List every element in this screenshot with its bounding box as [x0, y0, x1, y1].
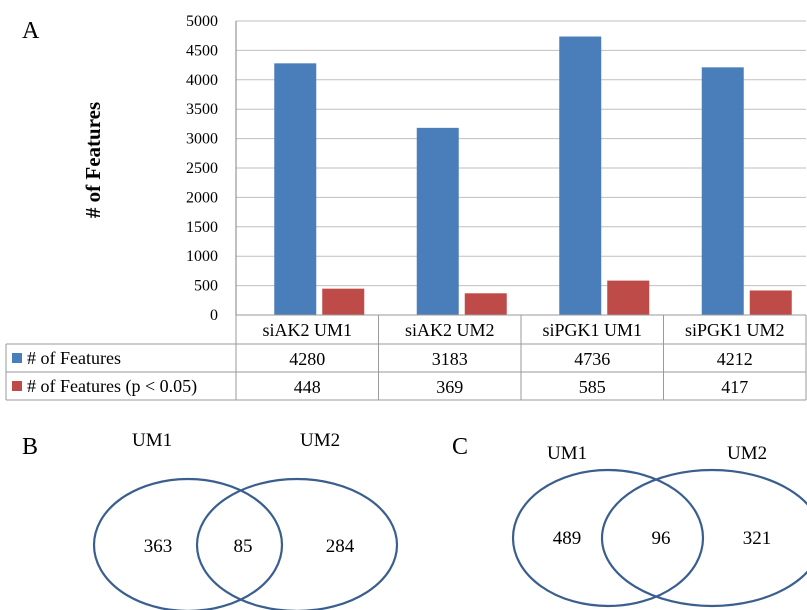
x-category-label: siAK2 UM2: [405, 320, 495, 340]
y-tick-labels: 0 500 1000 1500 2000 2500 3000 3500 4000 4500 5000: [186, 13, 218, 324]
x-category-label: siPGK1 UM2: [685, 320, 785, 340]
table-cell: 4736: [574, 349, 610, 369]
bar-features: [274, 63, 317, 315]
panel-c-letter: C: [452, 434, 468, 460]
table-row-label: # of Features (p < 0.05): [27, 376, 197, 397]
y-tick-label: 4000: [186, 72, 218, 89]
table-cell: 4280: [289, 349, 325, 369]
x-category-label: siPGK1 UM1: [542, 320, 642, 340]
y-tick-label: 3500: [186, 101, 218, 118]
venn-b-left-circle: [92, 477, 284, 610]
legend-key-features: [12, 353, 22, 363]
legend-key-features-p005: [12, 381, 22, 391]
venn-c-left-count: 489: [553, 528, 582, 549]
table-cell: 417: [721, 377, 748, 397]
y-tick-label: 1000: [186, 248, 218, 265]
table-cell: 4212: [717, 349, 753, 369]
y-tick-label: 4500: [186, 42, 218, 59]
y-tick-label: 5000: [186, 13, 218, 30]
venn-b-overlap-count: 85: [234, 536, 253, 557]
bar-features-p005: [464, 293, 507, 315]
bar-features: [416, 127, 459, 315]
bar-features-p005: [749, 290, 792, 315]
venn-c-left-circle: [511, 468, 705, 608]
venn-b-right-circle: [195, 477, 399, 610]
bar-features-p005: [607, 280, 650, 315]
y-tick-label: 2500: [186, 160, 218, 177]
bar-features-p005: [322, 288, 365, 315]
venn-c-right-count: 321: [743, 528, 772, 549]
bars: [274, 36, 792, 316]
table-cell: 585: [579, 377, 606, 397]
y-axis-label: # of Features: [81, 102, 105, 218]
table-cell: 3183: [432, 349, 468, 369]
y-tick-label: 500: [194, 278, 218, 295]
panel-b-letter: B: [22, 434, 38, 460]
y-tick-label: 2000: [186, 189, 218, 206]
venn-c-right-circle: [600, 468, 807, 608]
venn-b-right-count: 284: [326, 536, 355, 557]
venn-b-left-label: UM1: [132, 430, 172, 451]
bar-features: [559, 36, 602, 316]
venn-c-right-label: UM2: [727, 443, 767, 464]
bar-features: [701, 67, 744, 315]
y-tick-label: 3000: [186, 131, 218, 148]
gridlines: [236, 20, 806, 316]
venn-c-left-label: UM1: [547, 443, 587, 464]
panel-a-letter: A: [22, 18, 40, 44]
venn-b-right-label: UM2: [300, 430, 340, 451]
y-tick-label: 1500: [186, 219, 218, 236]
table-cell: 448: [294, 377, 321, 397]
table-cell: 369: [436, 377, 463, 397]
x-category-label: siAK2 UM1: [262, 320, 352, 340]
venn-c-overlap-count: 96: [652, 528, 671, 549]
y-tick-label: 0: [210, 307, 218, 324]
venn-b-left-count: 363: [144, 536, 173, 557]
data-table: siAK2 UM1 siAK2 UM2 siPGK1 UM1 siPGK1 UM2 # …: [5, 314, 807, 401]
table-row-label: # of Features: [27, 348, 121, 368]
